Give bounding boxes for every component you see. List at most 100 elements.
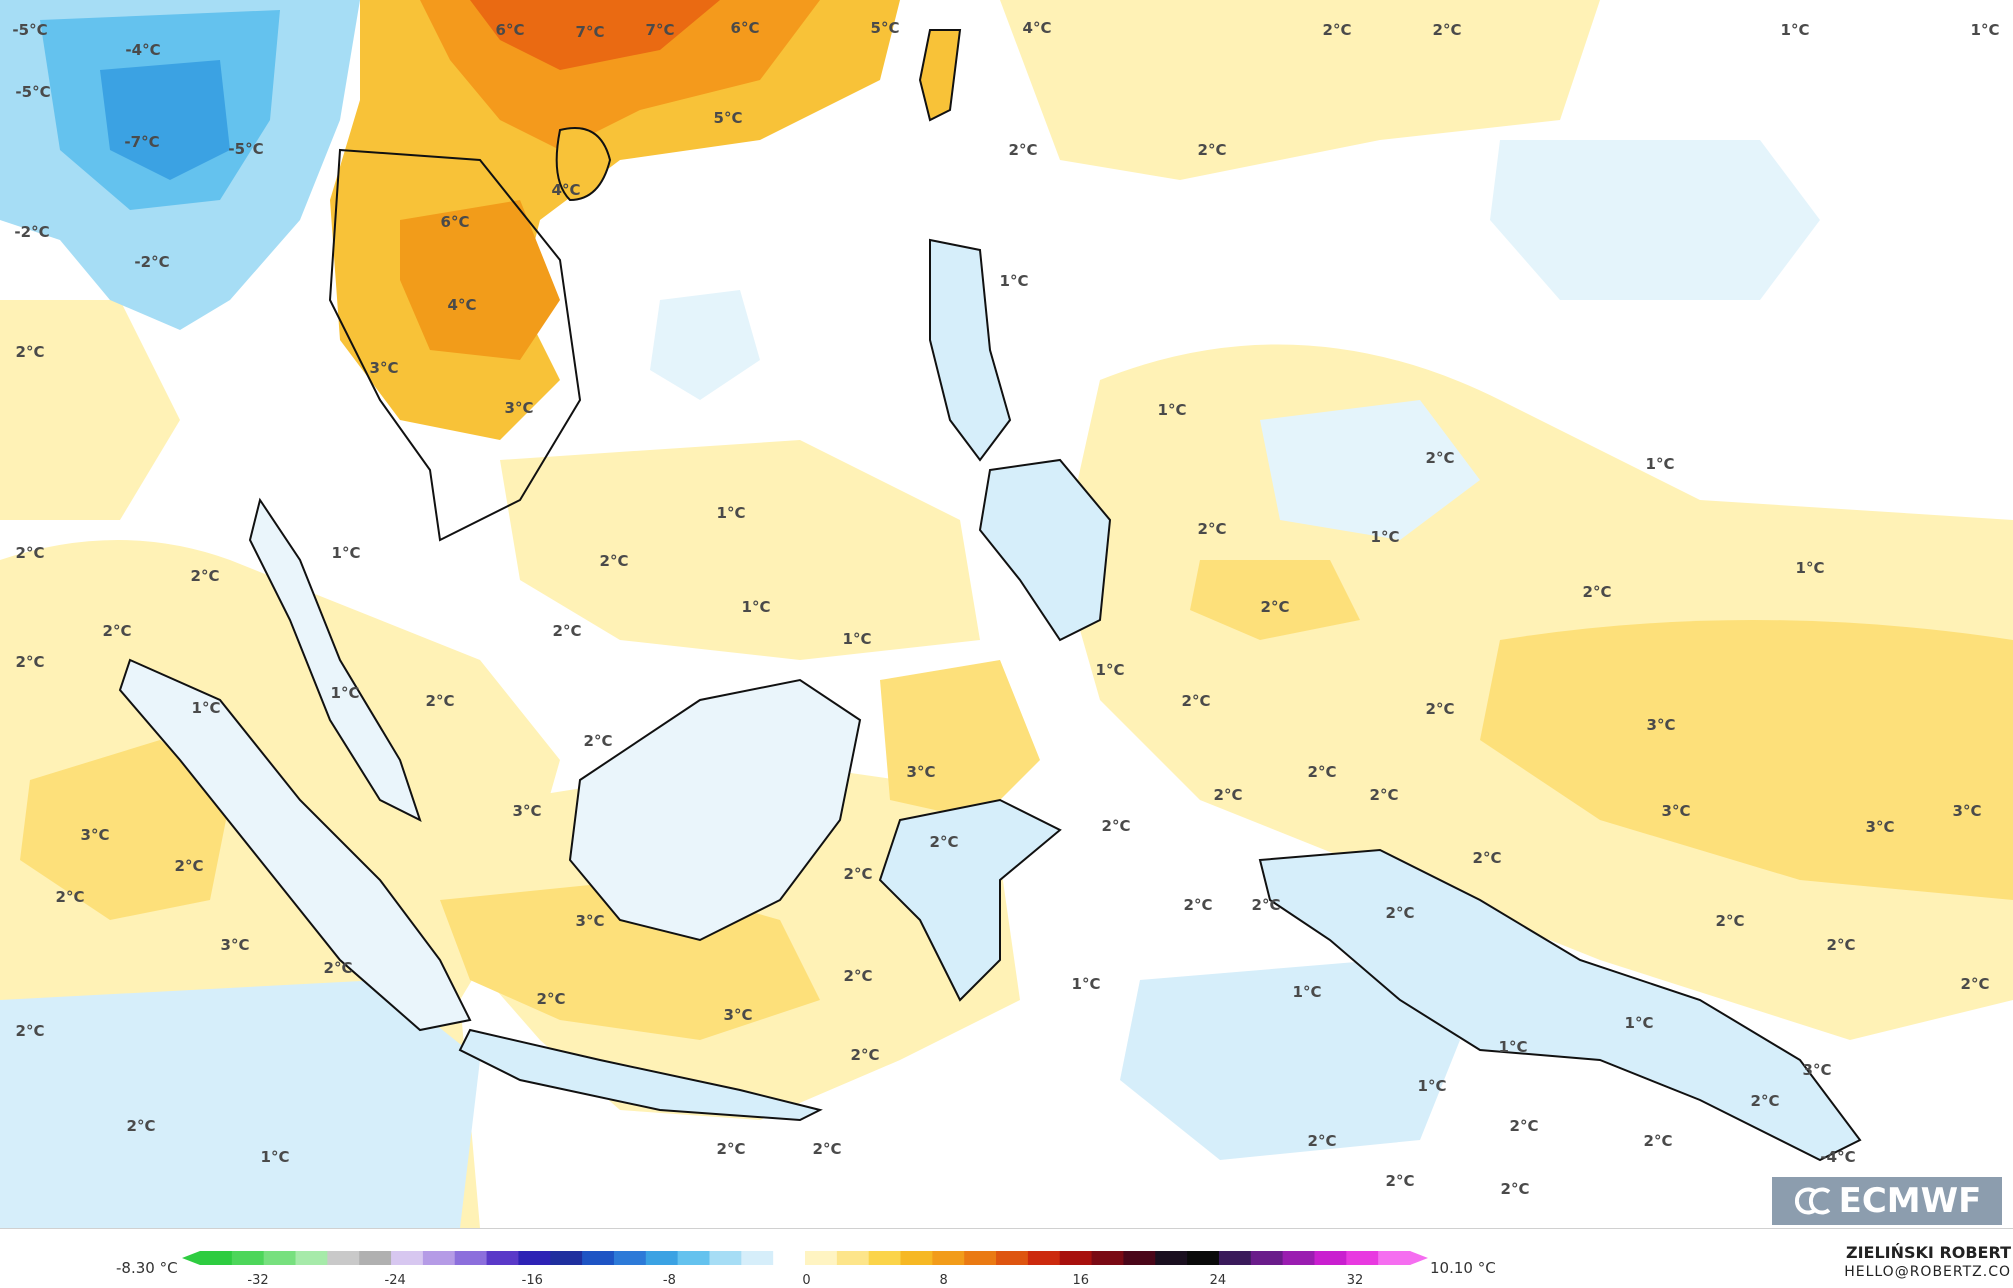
temperature-label: -2°C [134, 253, 169, 271]
color-swatch [454, 1251, 488, 1265]
temperature-label: 1°C [332, 544, 361, 562]
temperature-label: 4°C [448, 296, 477, 314]
temperature-label: 2°C [1426, 449, 1455, 467]
color-swatch [900, 1251, 933, 1265]
temperature-label: 6°C [496, 21, 525, 39]
temperature-label: 1°C [1646, 455, 1675, 473]
color-swatch [741, 1251, 774, 1265]
color-swatch [1155, 1251, 1188, 1265]
color-scale-tick-label: -8 [663, 1273, 676, 1288]
temperature-label: 2°C [1644, 1132, 1673, 1150]
temperature-label: 1°C [1000, 272, 1029, 290]
temperature-label: 2°C [1827, 936, 1856, 954]
temperature-label: 5°C [714, 109, 743, 127]
temperature-label: 2°C [175, 857, 204, 875]
color-swatch [359, 1251, 392, 1265]
map-canvas: -5°C -4°C -5°C -7°C -5°C -2°C -2°C 6°C 7°C 7°C 6°C… [0, 0, 2013, 1228]
temperature-label: 2°C [1102, 817, 1131, 835]
temperature-label: 3°C [81, 826, 110, 844]
temperature-label: 2°C [1501, 1180, 1530, 1198]
temperature-label: 3°C [370, 359, 399, 377]
temperature-label: 2°C [1510, 1117, 1539, 1135]
temperature-label: -2°C [14, 223, 49, 241]
temperature-label: 3°C [1866, 818, 1895, 836]
color-swatch [773, 1251, 806, 1265]
temperature-label: 2°C [127, 1117, 156, 1135]
temperature-label: 4°C [1023, 19, 1052, 37]
color-scale-tick-label: -32 [247, 1273, 268, 1288]
color-swatch [391, 1251, 424, 1265]
color-scale-tick-label: -24 [385, 1273, 406, 1288]
color-scale-max-arrow [1410, 1251, 1428, 1265]
temperature-label: 3°C [1953, 802, 1982, 820]
temperature-label: 1°C [192, 699, 221, 717]
temperature-label: 3°C [505, 399, 534, 417]
color-swatch [1378, 1251, 1411, 1265]
temperature-label: 3°C [724, 1006, 753, 1024]
color-scale-tick-label: 32 [1347, 1273, 1364, 1288]
temperature-label: -5°C [12, 21, 47, 39]
color-swatch [263, 1251, 297, 1265]
temperature-label: 1°C [1625, 1014, 1654, 1032]
color-swatch [231, 1251, 265, 1265]
map-temperature-labels: -5°C -4°C -5°C -7°C -5°C -2°C -2°C 6°C 7°C 7°C 6°C… [12, 19, 1999, 1198]
temperature-label: 2°C [844, 967, 873, 985]
temperature-label: 2°C [1433, 21, 1462, 39]
color-swatch [805, 1251, 838, 1265]
temperature-label: 2°C [103, 622, 132, 640]
color-swatch [486, 1251, 519, 1265]
temperature-label: 6°C [731, 19, 760, 37]
temperature-label: 2°C [1386, 904, 1415, 922]
temperature-label: 7°C [646, 21, 675, 39]
color-swatch [677, 1251, 710, 1265]
temperature-label: 4°C [552, 181, 581, 199]
temperature-label: 3°C [1803, 1061, 1832, 1079]
color-swatch [1314, 1251, 1347, 1265]
temperature-label: 2°C [600, 552, 629, 570]
color-swatch [1346, 1251, 1379, 1265]
temperature-label: 2°C [851, 1046, 880, 1064]
color-scale: -32 -24 -16 -8 0 8 16 24 32 [182, 1251, 1428, 1288]
temperature-label: 2°C [1184, 896, 1213, 914]
temperature-label: 2°C [1261, 598, 1290, 616]
temperature-label: 1°C [1796, 559, 1825, 577]
temperature-label: 2°C [1583, 583, 1612, 601]
temperature-label: 1°C [331, 684, 360, 702]
temperature-label: 2°C [16, 343, 45, 361]
temperature-label: 2°C [16, 544, 45, 562]
temperature-label: -5°C [15, 83, 50, 101]
temperature-label: 1°C [1293, 983, 1322, 1001]
temperature-label: 3°C [221, 936, 250, 954]
temperature-label: 1°C [1499, 1038, 1528, 1056]
temperature-label: 1°C [1072, 975, 1101, 993]
color-swatch [1218, 1251, 1252, 1265]
temperature-label: 2°C [1386, 1172, 1415, 1190]
ecmwf-logo: ECMWF [1772, 1177, 2002, 1225]
color-swatch [1123, 1251, 1156, 1265]
color-swatch [1250, 1251, 1284, 1265]
color-swatch [645, 1251, 679, 1265]
temperature-label: 2°C [930, 833, 959, 851]
color-swatch [836, 1251, 870, 1265]
temperature-label: 2°C [1252, 896, 1281, 914]
legend-min-label: -8.30 °C [116, 1259, 178, 1277]
temperature-label: 2°C [1751, 1092, 1780, 1110]
temperature-label: 3°C [1647, 716, 1676, 734]
temperature-anomaly-map: -5°C -4°C -5°C -7°C -5°C -2°C -2°C 6°C 7°C 7°C 6°C… [0, 0, 2013, 1228]
temperature-label: 2°C [16, 653, 45, 671]
temperature-label: 2°C [717, 1140, 746, 1158]
temperature-label: 1°C [1096, 661, 1125, 679]
temperature-label: 2°C [191, 567, 220, 585]
temperature-label: 6°C [441, 213, 470, 231]
temperature-label: 2°C [1716, 912, 1745, 930]
color-swatch [1187, 1251, 1220, 1265]
color-swatch [327, 1251, 360, 1265]
temperature-label: 2°C [16, 1022, 45, 1040]
temperature-label: 2°C [844, 865, 873, 883]
temperature-label: 2°C [56, 888, 85, 906]
temperature-label: 3°C [1662, 802, 1691, 820]
color-swatch [932, 1251, 965, 1265]
color-swatch [550, 1251, 583, 1265]
temperature-label: 3°C [513, 802, 542, 820]
temperature-label: 2°C [1308, 763, 1337, 781]
